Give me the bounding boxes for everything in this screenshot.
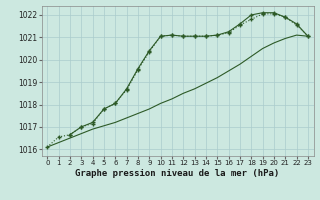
X-axis label: Graphe pression niveau de la mer (hPa): Graphe pression niveau de la mer (hPa) [76,169,280,178]
